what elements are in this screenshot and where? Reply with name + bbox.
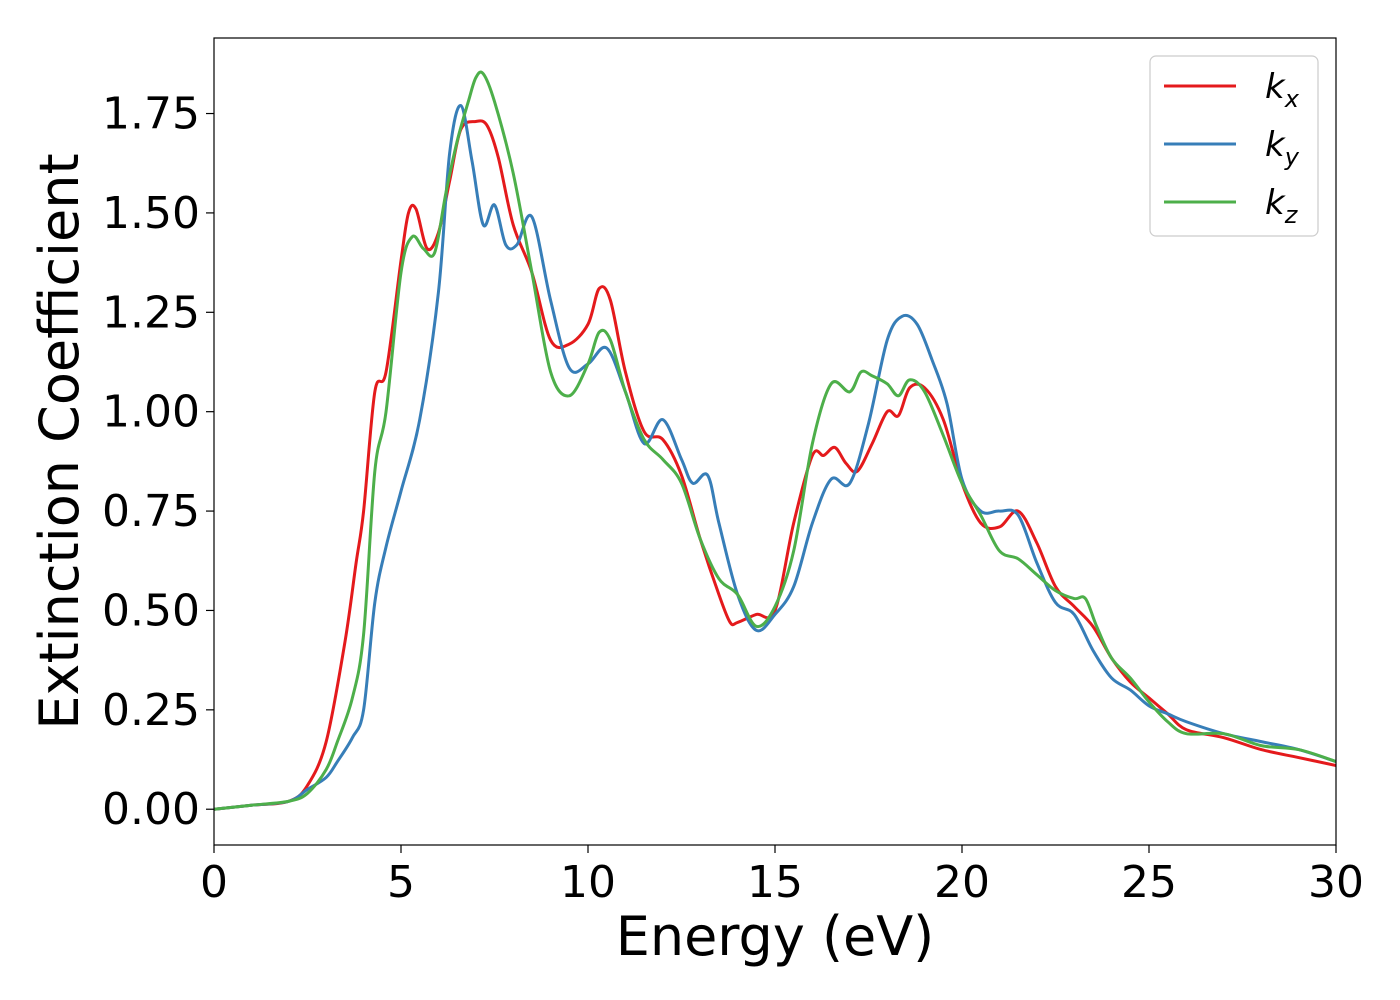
x-tick-label: 5 xyxy=(387,857,415,908)
x-tick-label: 20 xyxy=(934,857,990,908)
x-tick-label: 25 xyxy=(1121,857,1177,908)
y-axis: 0.00 0.25 0.50 0.75 1.00 1.25 1.50 1.75 xyxy=(102,89,214,835)
x-tick-label: 0 xyxy=(200,857,228,908)
y-tick-label: 1.00 xyxy=(102,387,200,438)
legend: kx ky kz xyxy=(1149,55,1319,237)
y-tick-label: 1.50 xyxy=(102,188,200,239)
x-tick-label: 15 xyxy=(747,857,803,908)
series-line-kx xyxy=(214,119,1336,811)
y-tick-label: 0.25 xyxy=(102,685,200,736)
x-axis: 0 5 10 15 20 25 30 xyxy=(200,845,1364,908)
x-axis-label: Energy (eV) xyxy=(616,905,935,968)
y-tick-label: 1.75 xyxy=(102,89,200,140)
series-line-kz xyxy=(214,70,1336,811)
x-tick-label: 10 xyxy=(560,857,616,908)
y-tick-label: 0.75 xyxy=(102,486,200,537)
y-tick-label: 0.00 xyxy=(102,784,200,835)
legend-label-kx: kx xyxy=(1265,67,1300,113)
legend-box xyxy=(1149,55,1319,237)
legend-label-ky: ky xyxy=(1265,125,1300,171)
legend-label-kz: kz xyxy=(1265,183,1299,229)
x-tick-label: 30 xyxy=(1308,857,1364,908)
series-line-ky xyxy=(214,104,1336,811)
y-tick-label: 0.50 xyxy=(102,585,200,636)
y-axis-label: Extinction Coefficient xyxy=(28,153,91,729)
series-layer xyxy=(214,70,1336,811)
y-tick-label: 1.25 xyxy=(102,287,200,338)
